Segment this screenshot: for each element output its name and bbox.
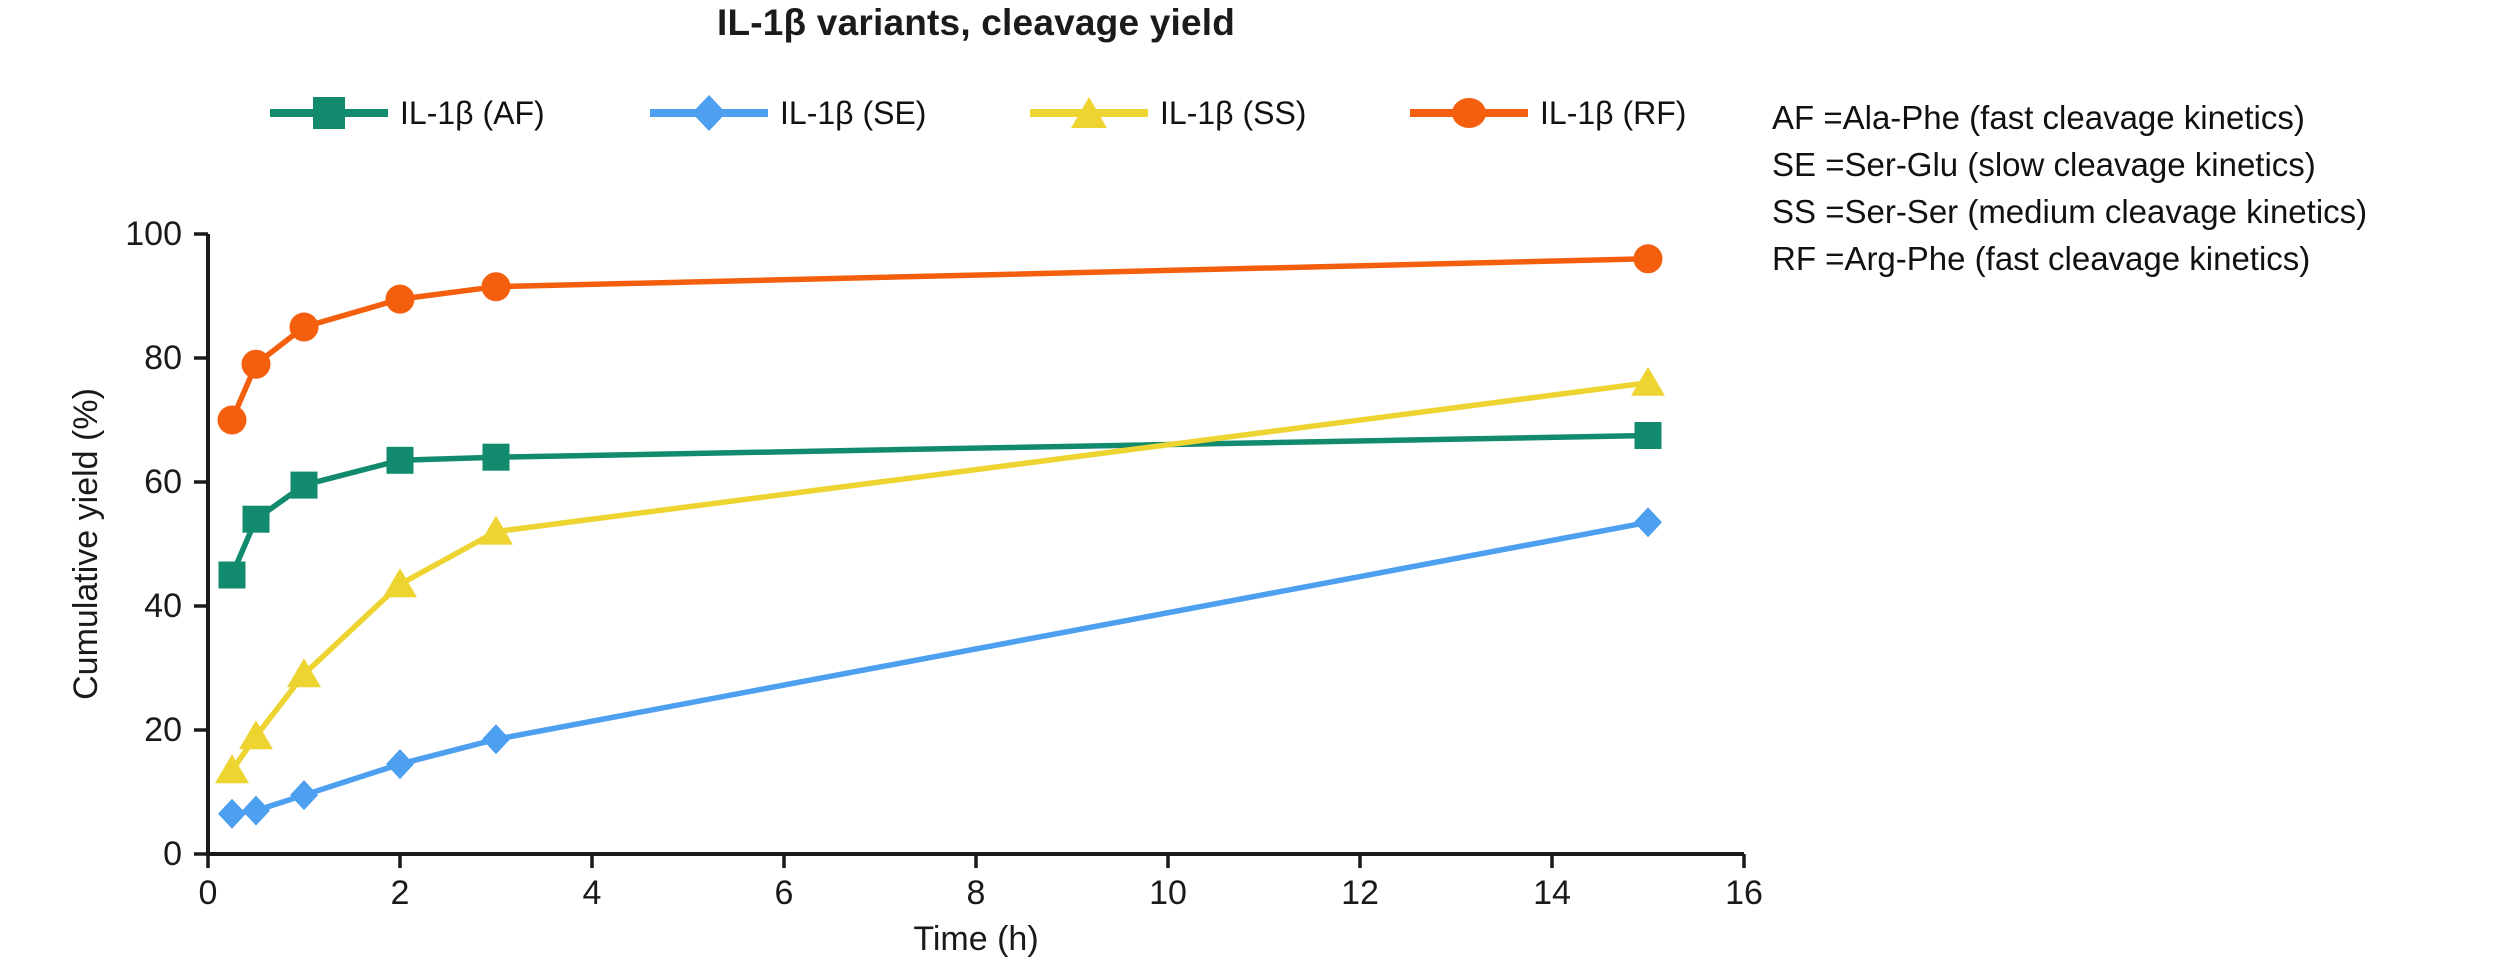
legend-item-ss: IL-1β (SS) xyxy=(1030,90,1306,136)
y-tick-label: 20 xyxy=(144,711,182,749)
x-tick-label: 14 xyxy=(1533,874,1571,912)
legend-item-rf: IL-1β (RF) xyxy=(1410,90,1686,136)
series-line-rf xyxy=(229,256,1651,423)
series-line-se xyxy=(229,519,1651,817)
x-axis-title: Time (h) xyxy=(913,920,1038,958)
series-marker-af xyxy=(290,471,318,499)
series-line-af xyxy=(229,432,1651,578)
series-marker-se xyxy=(218,798,246,829)
y-axis-title: Cumulative yield (%) xyxy=(67,388,105,700)
series-marker-se xyxy=(1634,507,1662,538)
series-marker-rf xyxy=(217,405,247,435)
legend-label-af: IL-1β (AF) xyxy=(400,94,545,131)
x-tick-label: 4 xyxy=(583,874,602,912)
y-tick-label: 40 xyxy=(144,587,182,625)
legend-label-se: IL-1β (SE) xyxy=(780,94,927,131)
y-tick-label: 0 xyxy=(163,835,182,873)
series-marker-af xyxy=(242,505,270,533)
series-marker-af xyxy=(1634,422,1662,449)
x-tick-label: 0 xyxy=(199,874,218,912)
variant-key-notes: AF =Ala-Phe (fast cleavage kinetics) SE =… xyxy=(1772,94,2367,282)
y-tick-label: 100 xyxy=(125,215,182,253)
series-marker-se xyxy=(386,749,414,780)
x-tick-label: 10 xyxy=(1149,874,1187,912)
series-marker-af xyxy=(386,446,414,474)
note-line: RF =Arg-Phe (fast cleavage kinetics) xyxy=(1772,240,2311,277)
series-marker-rf xyxy=(481,272,511,302)
series-marker-ss xyxy=(287,658,321,688)
legend-label-ss: IL-1β (SS) xyxy=(1160,94,1307,131)
series-marker-se xyxy=(242,795,270,826)
series-marker-rf xyxy=(289,312,319,342)
series-marker-se xyxy=(290,780,318,811)
legend-square-icon xyxy=(270,97,388,129)
note-line: SE =Ser-Glu (slow cleavage kinetics) xyxy=(1772,146,2316,183)
x-tick-label: 16 xyxy=(1725,874,1763,912)
legend-item-af: IL-1β (AF) xyxy=(270,90,545,136)
legend-item-se: IL-1β (SE) xyxy=(650,90,926,136)
x-tick-label: 12 xyxy=(1341,874,1379,912)
series-marker-rf xyxy=(385,284,415,314)
x-tick-label: 2 xyxy=(391,874,410,912)
series-marker-se xyxy=(482,724,510,755)
series-marker-ss xyxy=(383,568,417,598)
note-line: AF =Ala-Phe (fast cleavage kinetics) xyxy=(1772,99,2305,136)
legend-circle-icon xyxy=(1410,98,1528,128)
legend-diamond-icon xyxy=(650,95,768,131)
note-line: SS =Ser-Ser (medium cleavage kinetics) xyxy=(1772,193,2368,230)
x-tick-label: 8 xyxy=(967,874,986,912)
series-marker-ss xyxy=(1631,366,1665,396)
series-marker-rf xyxy=(1633,244,1663,274)
series-marker-af xyxy=(482,443,510,471)
legend-triangle-icon xyxy=(1030,97,1148,128)
y-tick-label: 80 xyxy=(144,339,182,377)
x-tick-label: 6 xyxy=(775,874,794,912)
series-marker-rf xyxy=(241,349,271,379)
series-marker-ss xyxy=(479,515,513,545)
series-marker-ss xyxy=(239,720,273,750)
y-tick-label: 60 xyxy=(144,463,182,501)
series-marker-af xyxy=(218,561,246,589)
series-marker-ss xyxy=(215,754,249,784)
chart-title: IL-1β variants, cleavage yield xyxy=(716,2,1236,43)
legend-label-rf: IL-1β (RF) xyxy=(1540,94,1687,131)
